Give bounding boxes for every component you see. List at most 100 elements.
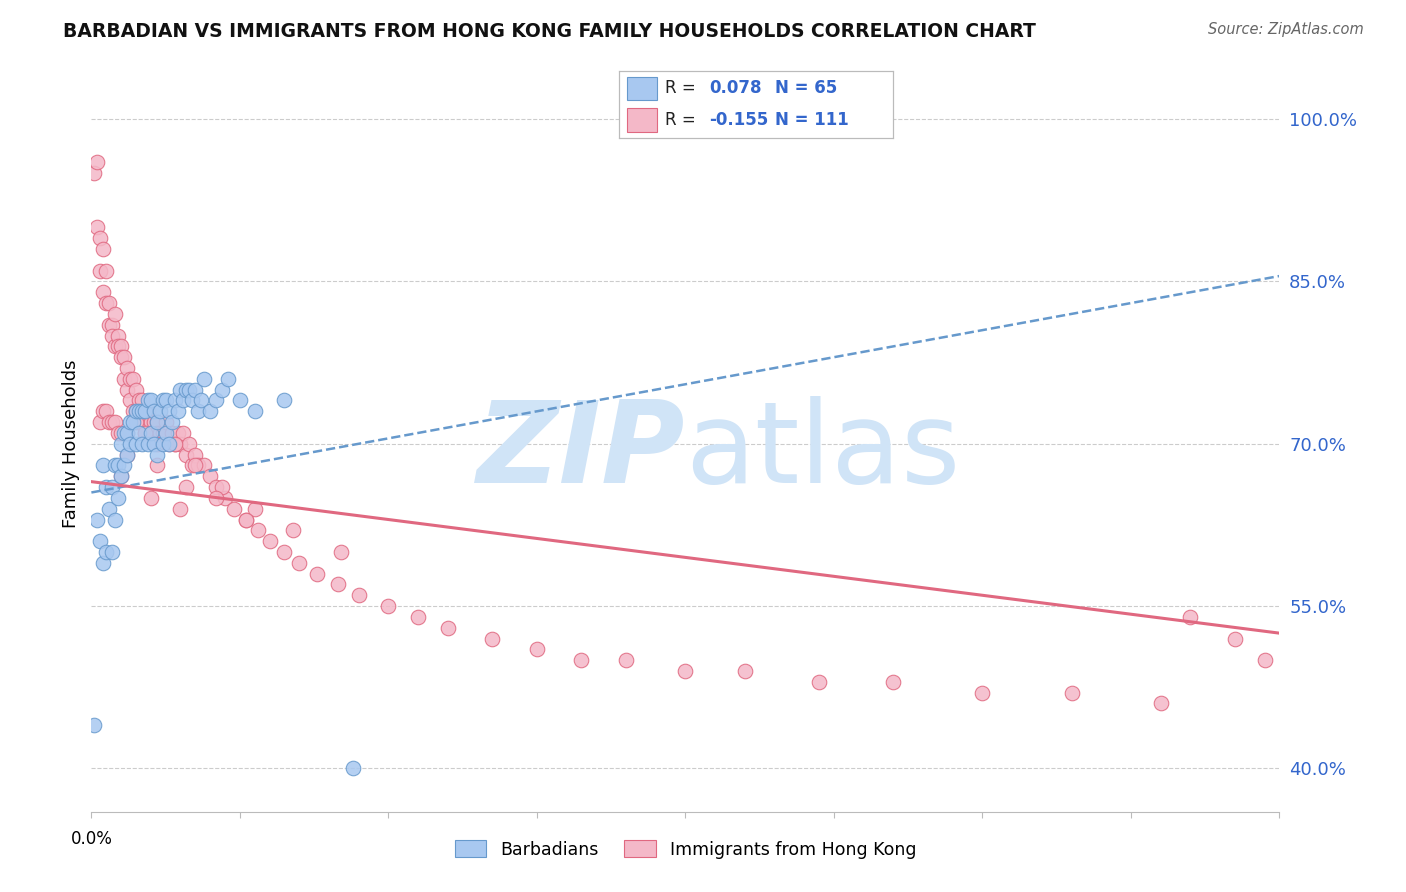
Point	[115, 425, 138, 440]
Point	[107, 458, 129, 473]
Point	[104, 458, 127, 473]
Point	[200, 469, 222, 483]
Point	[377, 599, 399, 613]
Point	[107, 328, 129, 343]
Point	[211, 480, 233, 494]
Point	[166, 425, 188, 440]
Point	[98, 296, 121, 310]
Point	[134, 404, 156, 418]
Point	[101, 545, 124, 559]
Point	[184, 448, 207, 462]
Point	[91, 242, 114, 256]
Point	[136, 404, 159, 418]
Point	[1060, 686, 1083, 700]
Point	[283, 524, 305, 538]
Point	[107, 339, 129, 353]
Point	[118, 415, 141, 429]
Point	[131, 415, 153, 429]
Point	[347, 588, 370, 602]
Point	[152, 393, 174, 408]
Point	[200, 404, 222, 418]
Point	[157, 437, 180, 451]
Point	[89, 534, 111, 549]
Point	[115, 448, 138, 462]
Text: 0.078: 0.078	[709, 79, 762, 97]
Point	[115, 383, 138, 397]
Point	[86, 512, 108, 526]
Text: R =: R =	[665, 111, 702, 128]
Point	[152, 425, 174, 440]
Point	[142, 404, 165, 418]
Point	[96, 480, 118, 494]
Point	[1253, 653, 1275, 667]
Point	[112, 350, 135, 364]
Point	[131, 437, 153, 451]
Point	[110, 339, 132, 353]
Point	[307, 566, 329, 581]
Point	[128, 425, 150, 440]
Text: BARBADIAN VS IMMIGRANTS FROM HONG KONG FAMILY HOUSEHOLDS CORRELATION CHART: BARBADIAN VS IMMIGRANTS FROM HONG KONG F…	[63, 22, 1036, 41]
Point	[187, 458, 209, 473]
Point	[91, 285, 114, 300]
Point	[235, 512, 257, 526]
Point	[259, 534, 281, 549]
Point	[122, 415, 145, 429]
Point	[128, 415, 150, 429]
Text: atlas: atlas	[685, 396, 960, 507]
Point	[526, 642, 548, 657]
Point	[172, 425, 194, 440]
Point	[101, 480, 124, 494]
Point	[243, 501, 266, 516]
Point	[222, 501, 245, 516]
Point	[145, 425, 167, 440]
Point	[86, 155, 108, 169]
Point	[122, 404, 145, 418]
Point	[214, 491, 236, 505]
Point	[125, 404, 148, 418]
Point	[139, 393, 162, 408]
Point	[163, 393, 186, 408]
Point	[125, 415, 148, 429]
Point	[1149, 697, 1171, 711]
Point	[481, 632, 503, 646]
Point	[246, 524, 269, 538]
Point	[115, 448, 138, 462]
Point	[152, 437, 174, 451]
Point	[176, 448, 198, 462]
Point	[734, 664, 756, 678]
Point	[136, 393, 159, 408]
Point	[107, 425, 129, 440]
Point	[157, 437, 180, 451]
Point	[134, 425, 156, 440]
Point	[96, 545, 118, 559]
Text: Source: ZipAtlas.com: Source: ZipAtlas.com	[1208, 22, 1364, 37]
Bar	[627, 77, 657, 100]
Text: N = 65: N = 65	[775, 79, 837, 97]
Point	[134, 404, 156, 418]
Point	[142, 437, 165, 451]
Point	[131, 393, 153, 408]
Point	[145, 458, 167, 473]
Point	[155, 415, 177, 429]
Point	[122, 372, 145, 386]
Point	[136, 437, 159, 451]
Point	[115, 361, 138, 376]
Point	[96, 296, 118, 310]
Point	[125, 437, 148, 451]
Point	[155, 393, 177, 408]
Point	[614, 653, 637, 667]
Point	[571, 653, 593, 667]
Point	[184, 383, 207, 397]
Point	[243, 404, 266, 418]
Point	[673, 664, 696, 678]
Point	[101, 318, 124, 332]
Text: 0.0%: 0.0%	[70, 830, 112, 848]
Point	[166, 404, 188, 418]
Point	[193, 458, 215, 473]
Point	[91, 404, 114, 418]
Point	[169, 437, 191, 451]
Point	[326, 577, 349, 591]
Point	[181, 393, 204, 408]
Point	[145, 415, 167, 429]
Point	[134, 425, 156, 440]
